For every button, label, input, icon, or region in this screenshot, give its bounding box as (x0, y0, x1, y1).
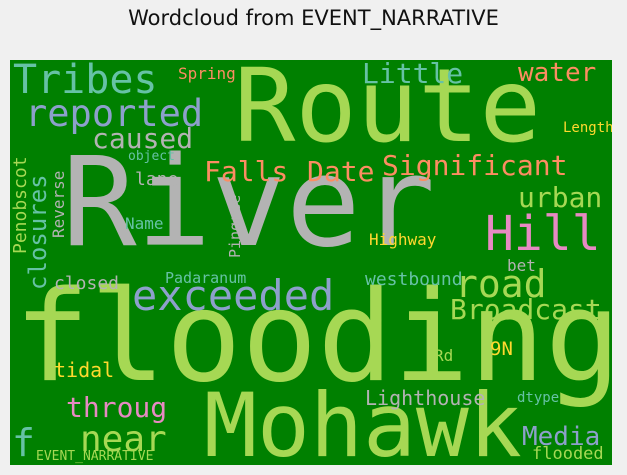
word-spring: Spring (178, 64, 236, 83)
word-reverse: Reverse (49, 170, 68, 238)
word-pingree: Pingree (226, 194, 244, 258)
wordcloud-canvas: River Route flooding Mohawk exceeded Tri… (10, 60, 612, 465)
word-broadcast: Broadcast (450, 293, 602, 326)
word-exceeded: exceeded (132, 271, 335, 320)
word-little: Little (362, 60, 464, 90)
word-rd: Rd (434, 346, 454, 365)
chart-title: Wordcloud from EVENT_NARRATIVE (128, 6, 499, 30)
word-lighthouse: Lighthouse (365, 386, 486, 410)
word-bet: bet (507, 256, 536, 275)
word-urban: urban (518, 181, 603, 214)
word-date: Date (307, 155, 375, 188)
word-tribes: Tribes (13, 60, 158, 103)
word-penobscot: Penobscot (10, 156, 31, 254)
word-closed: closed (54, 273, 120, 294)
word-object: object (128, 149, 175, 164)
word-throug: throug (66, 391, 168, 424)
word-near: near (80, 419, 167, 460)
word-river: River (62, 131, 436, 275)
word-falls: Falls (204, 155, 289, 188)
word-f: f (12, 421, 35, 465)
word-dtype: dtype (517, 390, 560, 406)
word-highway: Highway (369, 230, 437, 249)
word-flooded: flooded (532, 444, 604, 464)
word-lane: lane (135, 169, 179, 190)
word-length: Length (563, 120, 612, 136)
word-caused: caused (92, 122, 194, 155)
word-significant: Significant (382, 149, 568, 182)
word-water: water (518, 60, 597, 88)
word-name: Name (125, 214, 164, 233)
word-flooding: flooding (14, 263, 612, 410)
word-event-narrative: EVENT_NARRATIVE (36, 449, 154, 464)
word-hill: Hill (485, 206, 601, 262)
word-mohawk: Mohawk (204, 374, 522, 466)
word-route: Route (234, 60, 542, 166)
word-media: Media (522, 422, 601, 452)
word-padaranum: Padaranum (165, 269, 247, 287)
word-road: road (455, 262, 547, 306)
word-westbound: westbound (365, 269, 463, 290)
word-reported: reported (25, 92, 204, 135)
word-9n: 9N (490, 338, 513, 360)
word-tidal: tidal (54, 358, 115, 382)
